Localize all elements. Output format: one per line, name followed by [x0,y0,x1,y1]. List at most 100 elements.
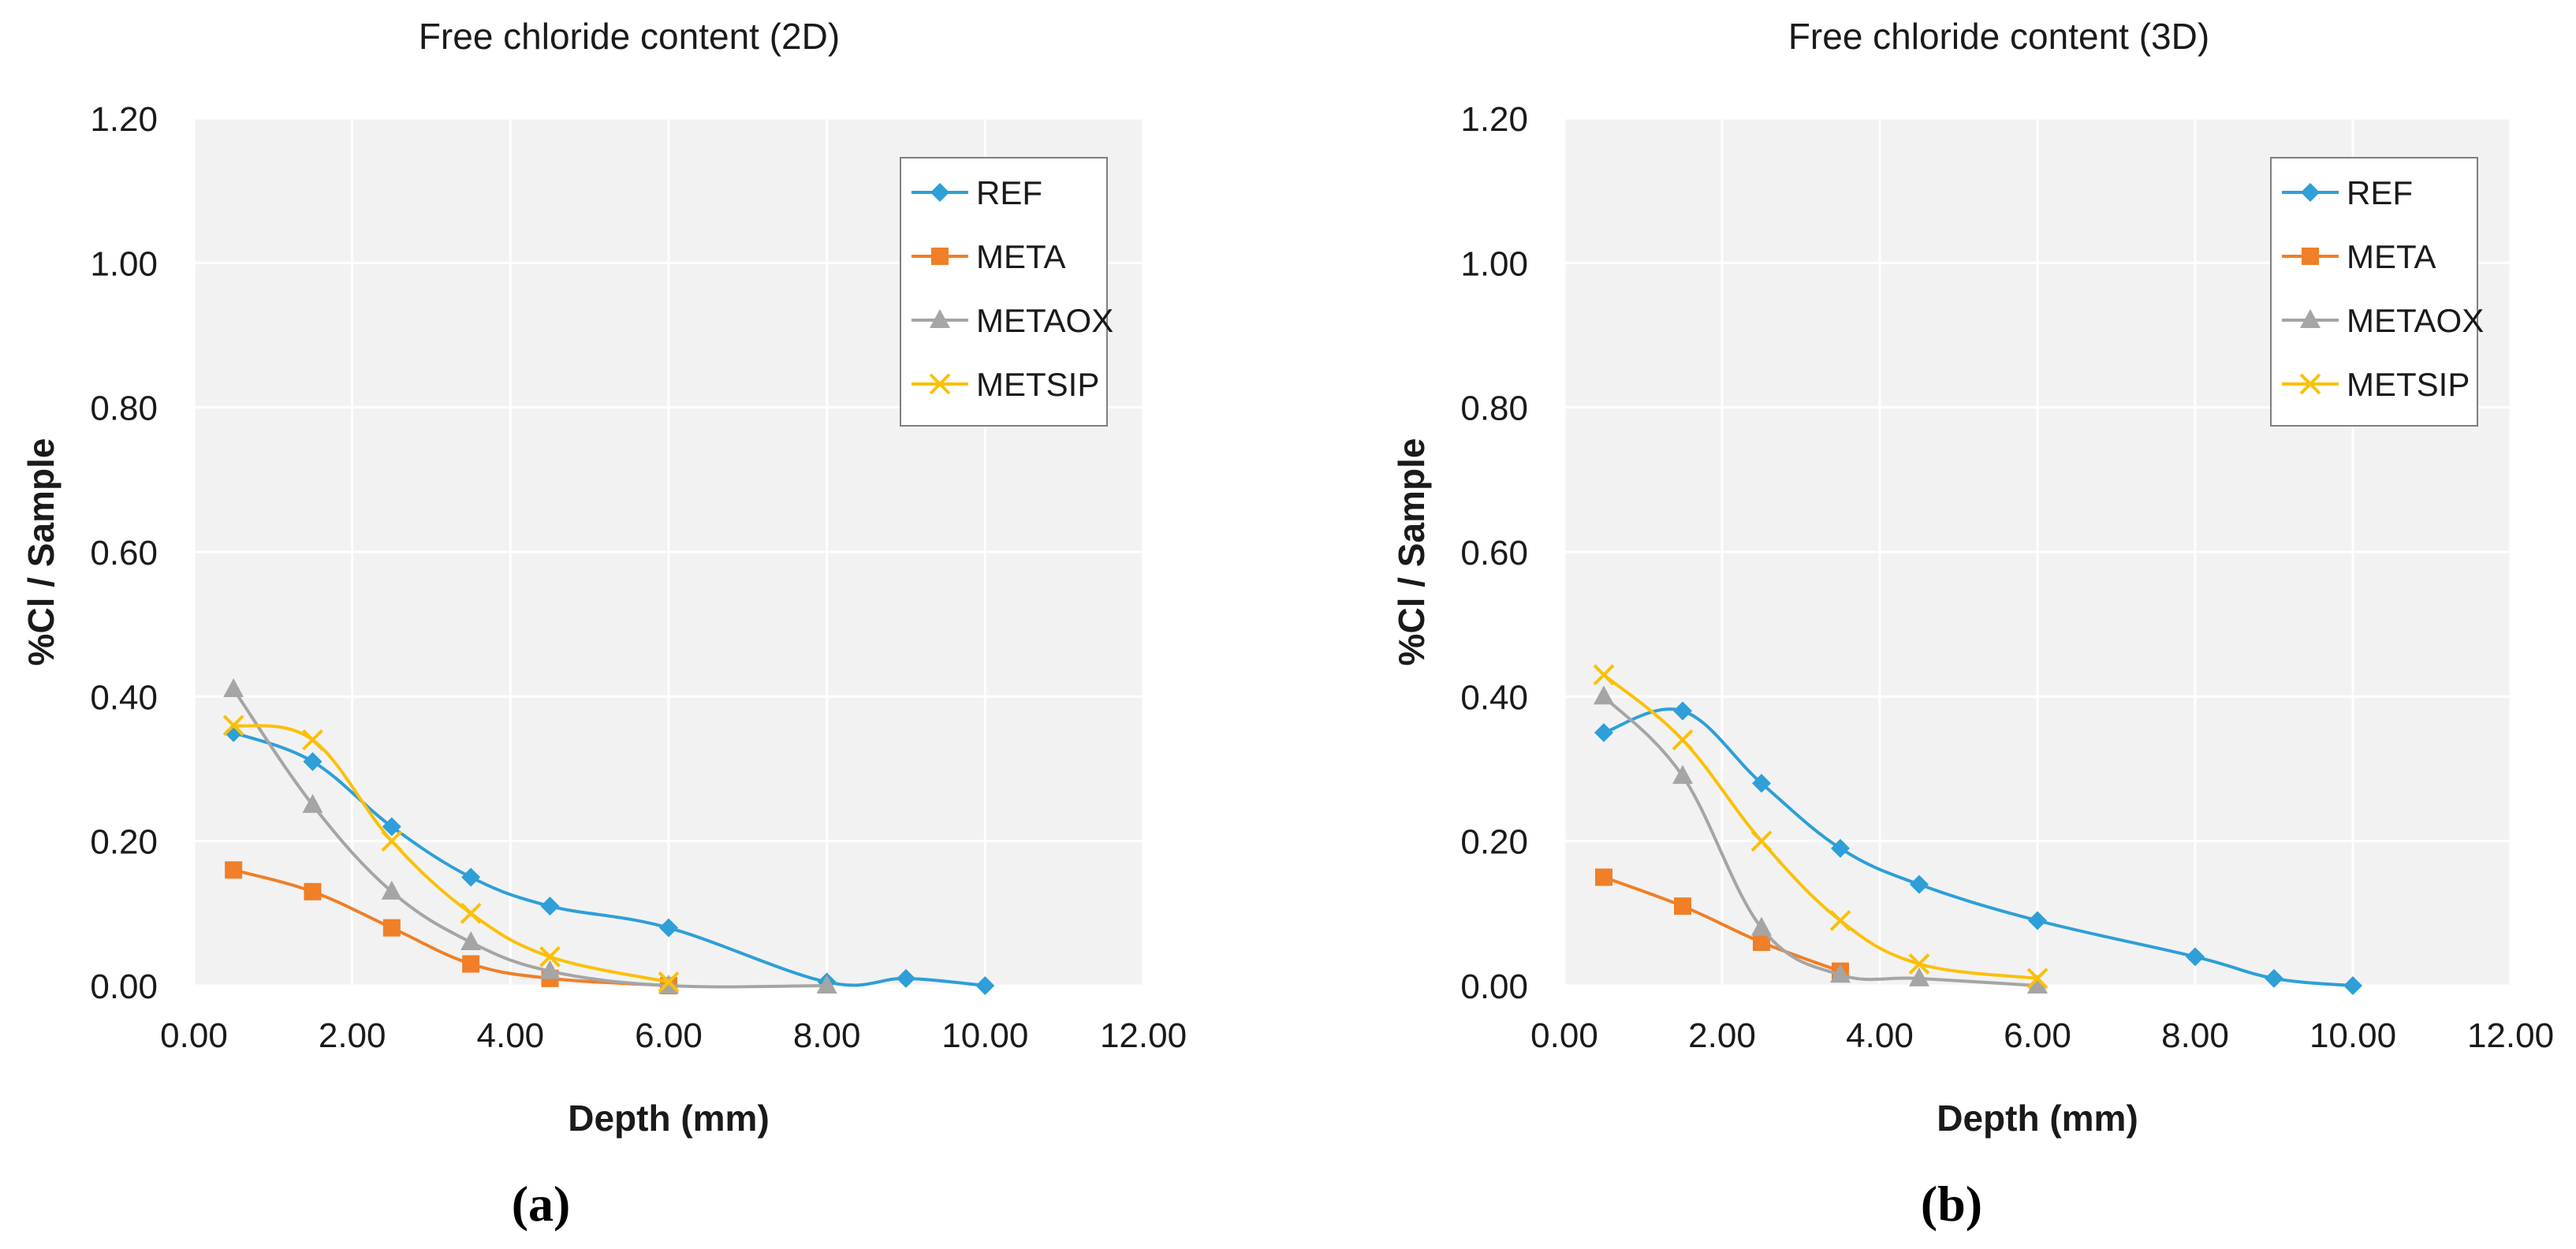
data-point-ref [461,867,481,887]
data-point-metsip [1672,729,1694,751]
x-tick-label: 2.00 [1688,1016,1756,1055]
data-point-ref [382,817,401,837]
data-point-ref [224,723,244,743]
y-tick-label: 0.40 [1460,678,1528,717]
chart-3d: 0.00 0.20 0.40 0.60 0.80 1.00 1.20 0.00 2.00 4.00… [1391,16,2554,1139]
data-point-ref [1673,701,1692,721]
data-point-metsip [2026,968,2048,990]
y-tick-label: 0.00 [90,968,158,1006]
series-metsip [222,714,680,993]
legend-marker-ref [2301,183,2320,202]
data-point-metsip [222,714,244,736]
data-point-ref [1910,874,1929,894]
legend-marker-metsip [2299,373,2321,395]
data-point-ref [975,976,995,995]
series-line-ref [233,731,986,987]
chart-2d: 0.00 0.20 0.40 0.60 0.80 1.00 1.20 0.00 2.00 4.00… [21,16,1187,1139]
legend-marker-ref [930,183,949,202]
data-point-metaox [460,931,482,950]
y-tick-label: 0.40 [90,678,158,717]
y-tick-label: 0.60 [1460,534,1528,572]
data-point-metaox [539,960,561,979]
x-axis-label: Depth (mm) [1937,1098,2138,1139]
series-metaox [1594,685,2048,994]
chart-title: Free chloride content (3D) [1788,16,2209,57]
data-point-ref [897,968,915,988]
data-point-metsip [1829,910,1851,931]
data-point-ref [1752,774,1771,793]
data-point-metaox [1594,685,1614,705]
data-point-ref [540,897,560,916]
panel-label-b: (b) [1920,1176,1983,1232]
x-tick-label: 6.00 [635,1016,703,1055]
y-tick-label: 0.20 [1460,823,1528,862]
data-point-ref [1594,723,1613,743]
legend-label-ref: REF [976,174,1042,211]
data-point-metsip [302,729,323,751]
x-tick-label: 2.00 [319,1016,386,1055]
x-tick-label: 8.00 [793,1016,861,1055]
data-point-ref [2186,947,2205,967]
data-point-metaox [1909,967,1929,986]
y-axis-label: %Cl / Sample [1391,438,1432,666]
series-line-meta [1603,875,1841,973]
x-tick-label: 6.00 [2004,1016,2071,1055]
panel-label-a: (a) [511,1176,571,1232]
series-line-metaox [1602,695,2038,987]
data-point-meta [1753,934,1770,951]
x-tick-label: 0.00 [1530,1016,1598,1055]
data-point-metaox [223,678,244,698]
y-tick-label: 1.00 [1460,244,1528,283]
x-tick-label: 8.00 [2161,1016,2229,1055]
legend-label-metsip: METSIP [976,366,1099,403]
data-point-metaox [1751,916,1772,936]
legend-marker-metsip [929,373,951,395]
x-axis-label: Depth (mm) [568,1098,770,1139]
data-point-metaox [1830,964,1851,983]
data-point-metsip [1750,830,1773,852]
x-tick-label: 10.00 [941,1016,1028,1055]
y-tick-label: 1.00 [90,244,158,283]
series-ref [1594,701,2362,995]
x-tick-label: 0.00 [160,1016,228,1055]
x-tick-label: 4.00 [477,1016,545,1055]
data-point-meta [1674,897,1691,915]
legend-label-metaox: METAOX [976,302,1113,339]
y-axis-label: %Cl / Sample [21,438,62,666]
y-tick-label: 1.20 [90,100,158,139]
legend-marker-metaox [930,309,950,328]
series-metsip [1593,664,2048,990]
series-line-ref [1603,707,2354,987]
y-tick-label: 0.60 [90,534,158,572]
legend: REF META METAOX METSIP [900,157,1113,427]
data-point-meta [304,882,322,900]
legend-label-metsip: METSIP [2347,366,2470,403]
data-point-metsip [658,971,680,993]
chart-title: Free chloride content (2D) [419,16,840,57]
legend-label-meta: META [2347,238,2436,275]
data-point-metsip [1908,953,1930,975]
series-ref [224,723,995,995]
data-point-meta [1595,868,1612,886]
x-tick-label: 10.00 [2309,1016,2396,1055]
y-tick-label: 0.80 [90,390,158,428]
data-point-ref [659,918,678,938]
y-tick-label: 0.20 [90,823,158,862]
data-point-ref [2343,976,2362,995]
x-tick-label: 12.00 [1100,1016,1187,1055]
data-point-metaox [302,793,323,813]
legend-label-ref: REF [2347,174,2413,211]
y-tick-label: 0.00 [1460,968,1528,1006]
data-point-metaox [2027,975,2048,994]
data-point-meta [462,955,480,973]
data-point-metsip [1593,664,1615,686]
data-point-metaox [1672,765,1693,785]
legend-label-meta: META [976,238,1066,275]
data-point-metsip [460,902,482,924]
data-point-metsip [381,830,403,852]
data-point-metsip [539,945,561,968]
data-point-metaox [381,880,402,900]
y-tick-label: 0.80 [1460,390,1528,428]
data-point-ref [2028,911,2047,930]
